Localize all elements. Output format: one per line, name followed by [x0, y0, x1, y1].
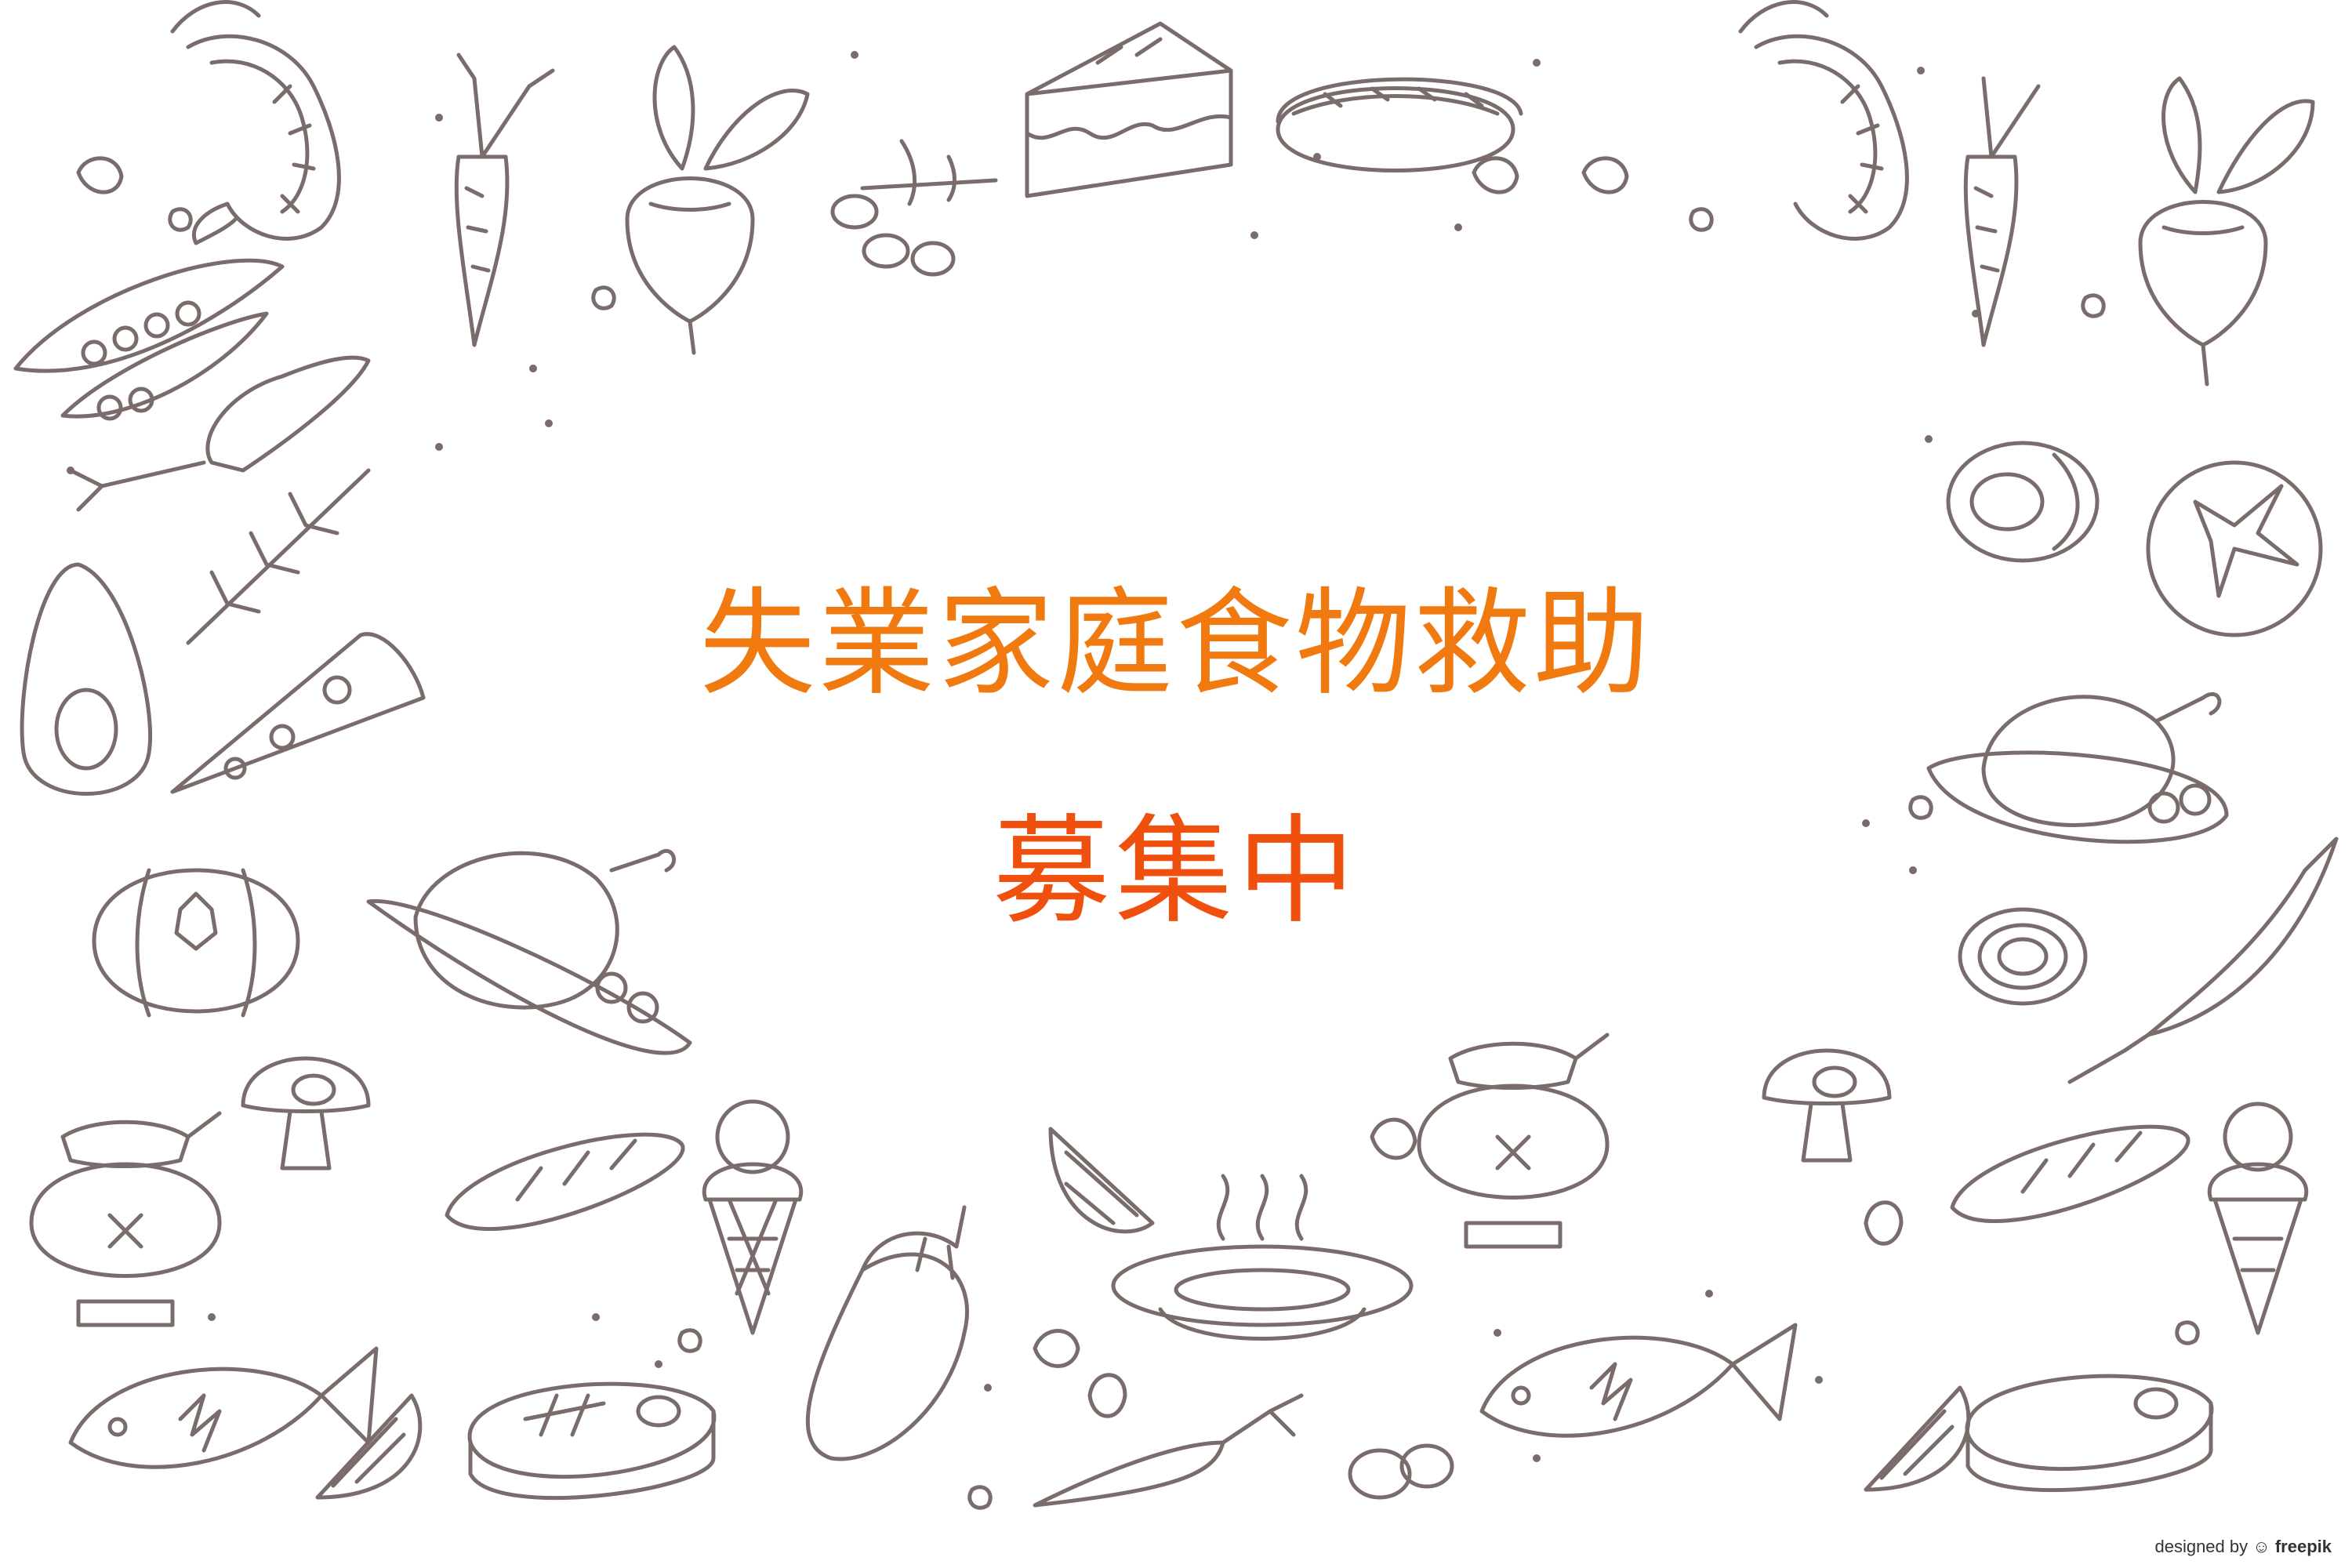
- headline-subtitle: 募集中: [992, 804, 1359, 940]
- carrot-icon: [1963, 76, 2041, 347]
- mushroom-icon: [1762, 1048, 1892, 1163]
- steak-icon: [467, 1381, 717, 1501]
- carrot-icon: [68, 355, 371, 512]
- lemon-icon: [315, 1393, 423, 1500]
- fish-icon: [68, 1346, 379, 1469]
- attribution-prefix: designed by: [2154, 1537, 2249, 1556]
- carrot-icon: [454, 53, 555, 347]
- eggplant-icon: [805, 1205, 969, 1461]
- soup-icon: [1111, 1174, 1414, 1341]
- peas-icon: [13, 258, 285, 421]
- beet-icon: [625, 45, 810, 355]
- beans-icon: [1033, 1117, 1417, 1418]
- onion-icon: [1958, 907, 2088, 1006]
- lemon-icon: [1864, 1385, 1971, 1492]
- honey-jar-icon: [29, 1111, 222, 1327]
- shrimp-icon: [170, 0, 341, 245]
- roast-chicken-icon: [366, 848, 692, 1055]
- hotdog-icon: [1276, 77, 1523, 172]
- avocado-half-icon: [1946, 441, 2100, 563]
- pumpkin-icon: [92, 868, 300, 1018]
- ice-cream-icon: [702, 1099, 804, 1335]
- headline-title: 失業家庭食物救助: [699, 576, 1653, 711]
- mushroom-icon: [241, 1056, 371, 1171]
- herb-icon: [186, 468, 371, 645]
- attribution-brand: freepik: [2274, 1537, 2332, 1556]
- beet-icon: [2138, 76, 2315, 387]
- ice-cream-icon: [2207, 1102, 2309, 1335]
- scatter-dots: [67, 51, 2200, 1510]
- roast-chicken-icon: [1926, 691, 2229, 844]
- beans-icon: [1581, 156, 1904, 1246]
- attribution: designed by ☺ freepik: [2154, 1537, 2332, 1557]
- freepik-icon: ☺: [2252, 1537, 2270, 1556]
- fish-icon: [1479, 1323, 1798, 1438]
- honey-jar-icon: [1417, 1033, 1610, 1249]
- chili-icon: [2067, 837, 2339, 1084]
- tomato-icon: [2146, 460, 2323, 637]
- avocado-icon: [20, 562, 153, 796]
- steak-icon: [1965, 1374, 2214, 1493]
- lemon-icon: [1048, 1127, 1155, 1234]
- olives-icon: [830, 139, 998, 277]
- carrot-icon: [1033, 1393, 1304, 1508]
- pizza-icon: [170, 632, 426, 794]
- bread-icon: [445, 1132, 685, 1231]
- beans-icon: [76, 156, 1519, 194]
- bread-icon: [1950, 1124, 2190, 1223]
- olives-icon: [1348, 1443, 1454, 1500]
- shrimp-icon: [1738, 0, 1909, 241]
- cake-icon: [1025, 21, 1233, 198]
